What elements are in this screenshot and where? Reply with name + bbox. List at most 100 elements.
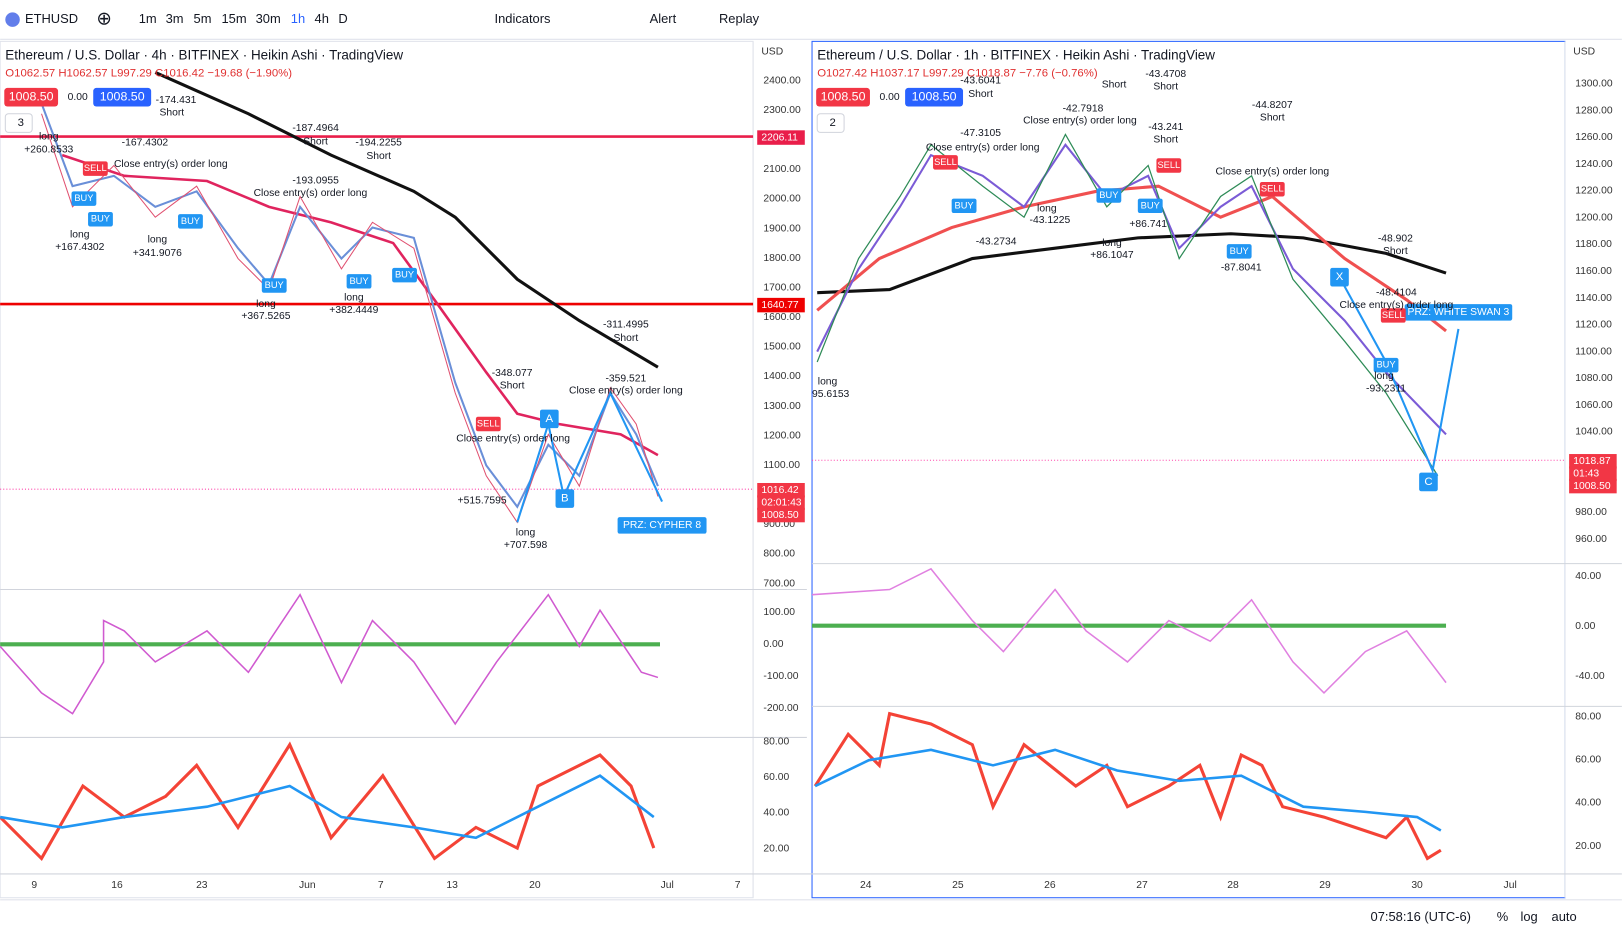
axis-label: 980.00 xyxy=(1575,507,1607,518)
annotation: +86.741 xyxy=(1129,219,1167,230)
x-axis-label: 9 xyxy=(31,880,37,891)
layers-box xyxy=(816,113,845,133)
signal-label: SELL xyxy=(1382,310,1405,320)
annotation: +341.9076 xyxy=(133,248,182,259)
price-badge-label[interactable]: 1008.50 xyxy=(821,90,866,104)
axis-label: 1080.00 xyxy=(1575,373,1613,384)
price-tag-label: 1008.50 xyxy=(1573,481,1611,492)
interval-button[interactable]: 3m xyxy=(166,11,184,26)
price-tag-label: 01:43 xyxy=(1573,468,1599,479)
rsi-line xyxy=(0,741,656,861)
annotation: -48.902 xyxy=(1378,234,1413,245)
signal-label: BUY xyxy=(395,270,414,280)
interval-button[interactable]: D xyxy=(338,11,347,26)
annotation: -44.8207 xyxy=(1252,100,1293,111)
signal-box xyxy=(1096,188,1122,203)
axis-label: -100.00 xyxy=(763,671,798,682)
signal-box xyxy=(392,267,417,283)
replay-button[interactable]: Replay xyxy=(719,11,760,26)
currency: USD xyxy=(1573,46,1595,57)
axis-label: 1180.00 xyxy=(1575,239,1612,250)
pattern-point xyxy=(1330,267,1349,287)
annotation: -48.4104 xyxy=(1376,287,1417,298)
pattern-label: PRZ: WHITE SWAN 3 xyxy=(1408,307,1510,318)
annotation: -43.1225 xyxy=(1030,215,1071,226)
interval-button[interactable]: 1m xyxy=(139,11,157,26)
price-line xyxy=(816,133,1439,477)
annotation: +167.4302 xyxy=(55,242,104,253)
axis-label: 960.00 xyxy=(1575,534,1607,545)
layers-count[interactable]: 3 xyxy=(18,117,24,129)
price-tag xyxy=(757,482,805,498)
rsi-ma-line xyxy=(0,774,655,840)
signal-box xyxy=(178,214,203,229)
ma-line xyxy=(816,184,1447,333)
pattern-point-label: A xyxy=(546,413,554,425)
signal-label: BUY xyxy=(1141,200,1160,210)
signal-label: SELL xyxy=(934,157,957,167)
signal-box xyxy=(88,212,113,227)
axis-label: 80.00 xyxy=(763,736,789,747)
interval-button[interactable]: 15m xyxy=(221,11,246,26)
annotation: 95.6153 xyxy=(812,389,850,400)
annotation: Close entry(s) order long xyxy=(569,386,683,397)
interval-button[interactable]: 30m xyxy=(256,11,281,26)
interval-button[interactable]: 5m xyxy=(194,11,212,26)
percent-toggle[interactable]: % xyxy=(1497,909,1509,924)
axis-label: 900.00 xyxy=(763,519,795,530)
ohlc: O1062.57 H1062.57 L997.29 C1016.42 −19.6… xyxy=(5,67,292,79)
ma-line xyxy=(154,70,659,369)
signal-box xyxy=(71,191,97,206)
indicators-button[interactable]: Indicators xyxy=(495,11,551,26)
pattern-point xyxy=(555,489,575,508)
alert-button[interactable]: Alert xyxy=(650,11,677,26)
signal-label: SELL xyxy=(477,418,500,428)
axis-label: 100.00 xyxy=(763,607,795,618)
add-symbol[interactable]: ⊕ xyxy=(96,8,112,29)
x-axis-label: 23 xyxy=(196,880,208,891)
axis-label: 2100.00 xyxy=(763,164,801,175)
x-axis-label: 29 xyxy=(1319,880,1331,891)
pattern-point-label: C xyxy=(1424,476,1432,488)
interval-button[interactable]: 1h xyxy=(291,11,305,26)
layers-count[interactable]: 2 xyxy=(830,117,836,129)
price-badge-label[interactable]: 1008.50 xyxy=(9,90,54,104)
pattern-label: PRZ: CYPHER 8 xyxy=(623,520,701,531)
axis-label: 1800.00 xyxy=(763,253,801,264)
annotation: Short xyxy=(1383,246,1408,257)
price-tag-label: 02:01:43 xyxy=(761,497,801,508)
symbol[interactable]: ETHUSD xyxy=(25,11,78,26)
annotation: Close entry(s) order long xyxy=(1023,116,1137,127)
price-badge xyxy=(93,87,152,107)
price-badge-label[interactable]: 1008.50 xyxy=(100,90,145,104)
signal-box xyxy=(1373,357,1399,373)
annotation: Close entry(s) order long xyxy=(1340,300,1454,311)
interval-button[interactable]: 4h xyxy=(315,11,329,26)
price-badge-label[interactable]: 1008.50 xyxy=(912,90,957,104)
price-tag xyxy=(757,507,805,523)
rsi-line xyxy=(813,711,1442,861)
x-axis-label: 28 xyxy=(1227,880,1239,891)
pattern-point-label: B xyxy=(561,493,569,505)
axis-label: 1220.00 xyxy=(1575,186,1613,197)
price-badge xyxy=(4,87,59,107)
rsi-ma-line xyxy=(814,748,1442,832)
axis-label: 0.00 xyxy=(763,639,783,650)
auto-toggle[interactable]: auto xyxy=(1552,909,1577,924)
annotation: Short xyxy=(1102,80,1127,91)
axis-label: 1900.00 xyxy=(763,223,801,234)
price-badge-label[interactable]: 0.00 xyxy=(880,92,900,103)
annotation: long xyxy=(148,235,168,246)
status-bar xyxy=(0,899,1622,936)
oscillator xyxy=(811,567,1447,695)
axis-label: 1400.00 xyxy=(763,371,801,382)
price-badge xyxy=(905,87,964,107)
price-badge-label[interactable]: 0.00 xyxy=(68,92,88,103)
signal-label: BUY xyxy=(1099,190,1118,200)
annotation: Short xyxy=(500,381,525,392)
price-tag xyxy=(757,297,805,313)
log-toggle[interactable]: log xyxy=(1520,909,1537,924)
signal-box xyxy=(1156,158,1182,173)
x-axis-label: Jul xyxy=(1504,880,1517,891)
signal-label: SELL xyxy=(84,163,107,173)
